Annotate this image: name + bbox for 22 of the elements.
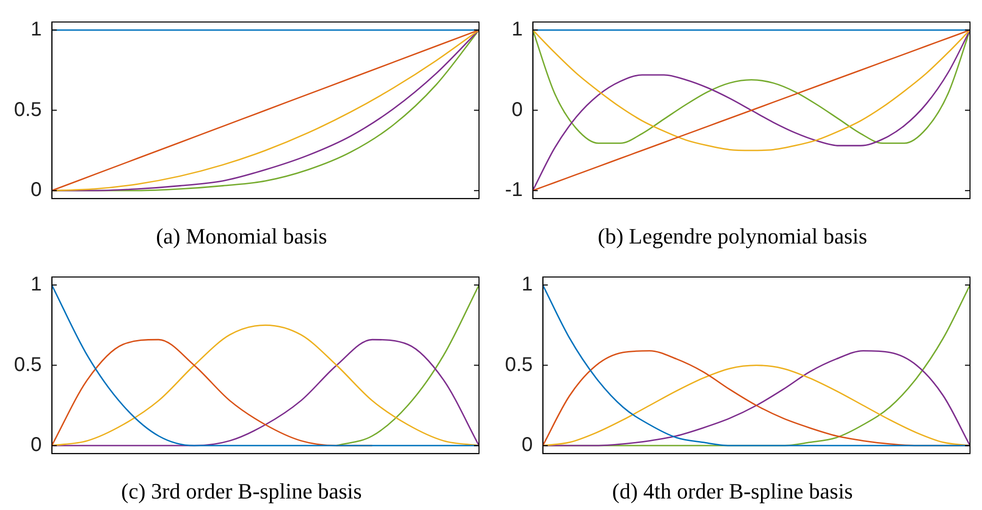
line-series [51, 29, 480, 192]
y-tick-label: 0.5 [14, 98, 42, 121]
line-series [542, 284, 971, 446]
y-tick-label: 1 [30, 18, 42, 41]
y-tick-label: 0 [30, 179, 42, 202]
line-series [542, 364, 971, 446]
line-series [336, 284, 480, 446]
y-tick-label: 1 [522, 274, 533, 296]
line-series [51, 284, 480, 446]
y-tick-label: 0 [512, 98, 523, 121]
y-tick-label: 1 [30, 274, 42, 296]
text: (d) 4th order B-spline basis [612, 478, 853, 504]
text: (b) Legendre polynomial basis [598, 224, 868, 249]
text: (a) Monomial basis [156, 224, 328, 249]
line-series [532, 29, 971, 192]
y-tick-label: 1 [512, 18, 523, 41]
y-tick-label: 0.5 [504, 354, 533, 376]
y-tick-label: -1 [504, 179, 523, 202]
y-tick-label: 0 [30, 434, 42, 456]
text: (c) 3rd order B-spline basis [121, 478, 362, 504]
y-tick-label: 0 [522, 434, 533, 456]
y-tick-label: 0.5 [14, 354, 42, 376]
